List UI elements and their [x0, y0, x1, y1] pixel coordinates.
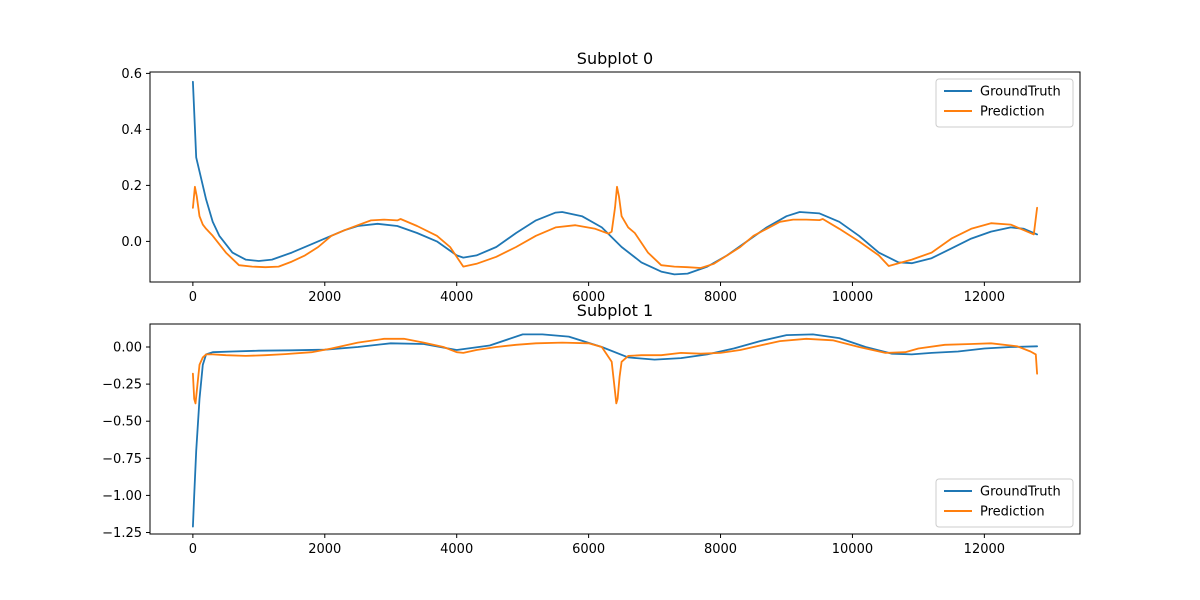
subplot-1-title: Subplot 1 [577, 301, 653, 320]
subplot-0-x-axis: 0 2000 4000 6000 8000 10000 12000 [189, 282, 1005, 305]
x-tick-label: 10000 [832, 290, 873, 305]
y-tick-label: 0.0 [121, 235, 142, 250]
subplot-1-series-layer [191, 333, 1038, 528]
x-tick-label: 4000 [440, 542, 473, 557]
y-tick-label: −1.25 [102, 526, 142, 541]
y-tick-label: −0.75 [102, 452, 142, 467]
subplot-0: Subplot 0 0 2000 4000 6000 8000 10000 12000 0.… [121, 49, 1081, 305]
x-tick-label: 2000 [308, 542, 341, 557]
x-tick-label: 4000 [440, 290, 473, 305]
y-tick-label: −1.00 [102, 489, 142, 504]
y-tick-label: −0.50 [102, 415, 142, 430]
subplot-1-frame [149, 323, 1081, 535]
y-tick-label: 0.4 [121, 123, 142, 138]
x-tick-label: 8000 [704, 290, 737, 305]
subplot-1-y-axis: −1.25 −1.00 −0.75 −0.50 −0.25 0.00 [102, 341, 150, 541]
series-line-prediction [191, 185, 1038, 269]
series-line-groundtruth [191, 80, 1038, 276]
subplot-0-legend: GroundTruth Prediction [935, 78, 1074, 128]
series-line-prediction [191, 337, 1038, 405]
subplot-1: Subplot 1 0 2000 4000 6000 8000 10000 12000 −1… [102, 301, 1081, 557]
y-tick-label: −0.25 [102, 378, 142, 393]
x-tick-label: 6000 [572, 542, 605, 557]
y-tick-label: 0.2 [121, 179, 142, 194]
x-tick-label: 0 [189, 542, 197, 557]
x-tick-label: 12000 [964, 290, 1005, 305]
subplot-0-frame [149, 71, 1081, 283]
legend-label-prediction: Prediction [980, 105, 1045, 120]
x-tick-label: 6000 [572, 290, 605, 305]
x-tick-label: 8000 [704, 542, 737, 557]
y-tick-label: 0.00 [113, 341, 142, 356]
y-tick-label: 0.6 [121, 67, 142, 82]
subplot-0-title: Subplot 0 [577, 49, 653, 68]
subplot-0-series-layer [191, 80, 1038, 276]
subplot-1-legend: GroundTruth Prediction [935, 478, 1074, 528]
series-line-groundtruth [191, 333, 1038, 528]
legend-label-prediction: Prediction [980, 505, 1045, 520]
legend-label-groundtruth: GroundTruth [980, 485, 1061, 500]
legend-label-groundtruth: GroundTruth [980, 85, 1061, 100]
x-tick-label: 10000 [832, 542, 873, 557]
x-tick-label: 2000 [308, 290, 341, 305]
subplot-1-x-axis: 0 2000 4000 6000 8000 10000 12000 [189, 534, 1005, 557]
x-tick-label: 0 [189, 290, 197, 305]
x-tick-label: 12000 [964, 542, 1005, 557]
subplot-0-y-axis: 0.0 0.2 0.4 0.6 [121, 67, 150, 250]
